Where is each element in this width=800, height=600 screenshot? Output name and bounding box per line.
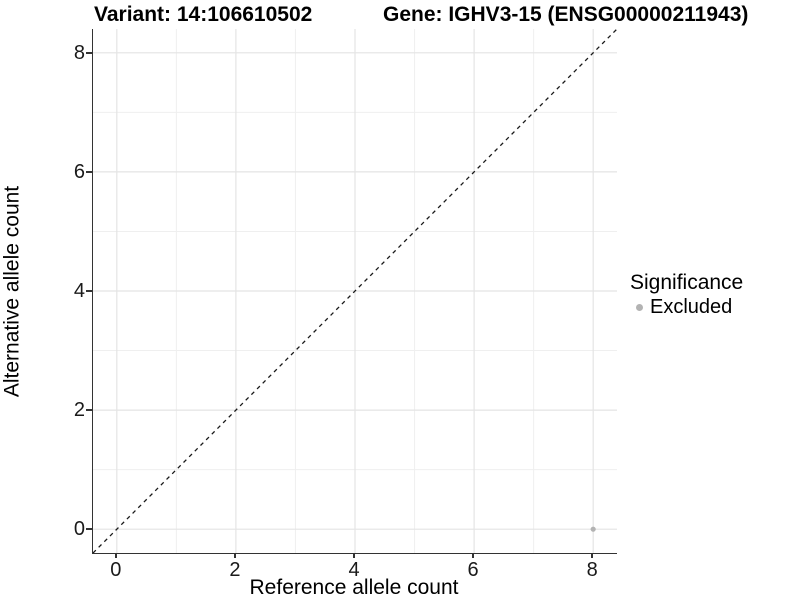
- excluded-point-icon: [636, 303, 643, 311]
- legend-item-label: Excluded: [650, 296, 733, 318]
- x-tick-label: 8: [586, 559, 598, 581]
- x-axis-tick: [353, 553, 355, 558]
- plot-canvas: [93, 29, 617, 553]
- y-tick-label: 8: [73, 41, 85, 64]
- y-axis-tick: [86, 171, 92, 173]
- plot-title-variant: Variant: 14:106610502: [94, 3, 313, 26]
- y-tick-label: 4: [73, 280, 85, 302]
- x-tick-label: 2: [229, 559, 241, 581]
- plot-panel: [92, 29, 617, 554]
- y-tick-label: 6: [73, 160, 85, 183]
- y-axis-tick: [86, 528, 92, 530]
- legend-item-excluded: Excluded: [630, 295, 743, 319]
- x-axis-tick: [115, 553, 117, 558]
- x-axis-title: Reference allele count: [249, 576, 459, 599]
- plot-title-gene: Gene: IGHV3-15 (ENSG00000211943): [383, 3, 749, 26]
- y-tick-label: 0: [73, 518, 85, 541]
- x-axis-tick: [472, 553, 474, 558]
- x-tick-label: 4: [348, 559, 360, 581]
- x-tick-label: 6: [467, 559, 479, 581]
- y-axis-tick: [86, 52, 92, 54]
- x-axis-tick: [591, 553, 593, 558]
- legend-title: Significance: [630, 271, 744, 294]
- x-axis-tick: [234, 553, 236, 558]
- y-axis-tick: [86, 290, 92, 292]
- legend: Significance Excluded: [630, 270, 743, 319]
- x-tick-label: 0: [110, 559, 122, 581]
- y-axis-tick: [86, 409, 92, 411]
- y-axis-title: Alternative allele count: [0, 185, 24, 398]
- data-point: [590, 526, 596, 532]
- y-tick-label: 2: [73, 399, 85, 422]
